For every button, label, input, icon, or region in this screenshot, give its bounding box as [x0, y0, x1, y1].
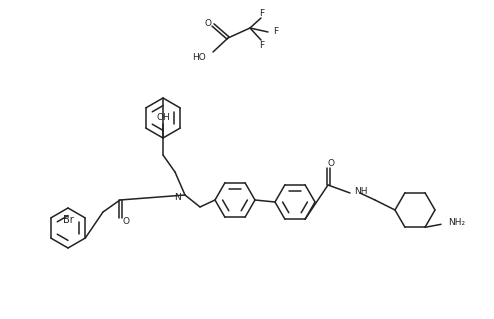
Text: NH: NH — [354, 187, 368, 196]
Text: Br: Br — [63, 215, 74, 225]
Text: NH₂: NH₂ — [448, 218, 465, 227]
Text: OH: OH — [156, 114, 170, 122]
Text: F: F — [259, 41, 265, 50]
Text: N: N — [174, 192, 181, 202]
Text: F: F — [274, 27, 279, 36]
Text: O: O — [328, 159, 334, 167]
Text: F: F — [259, 9, 265, 18]
Text: O: O — [205, 19, 211, 27]
Text: HO: HO — [192, 54, 206, 63]
Text: O: O — [123, 218, 129, 226]
